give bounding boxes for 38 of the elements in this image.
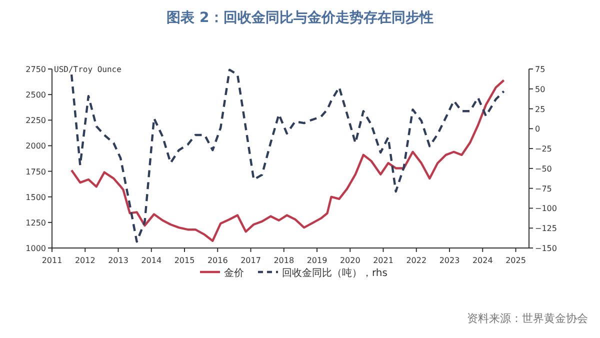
x-tick-label: 2013 [108, 256, 128, 265]
y-tick-label: 1500 [26, 192, 46, 202]
x-tick-label: 2011 [42, 256, 62, 265]
y2-tick-label: 50 [535, 84, 546, 94]
x-tick-label: 2015 [174, 256, 195, 265]
y-tick-label: 1250 [26, 218, 46, 228]
x-tick-label: 2017 [240, 256, 261, 265]
y2-tick-label: 0 [535, 124, 540, 134]
y2-tick-label: −75 [535, 184, 552, 194]
y2-tick-label: −100 [535, 204, 557, 214]
y-tick-label: 2250 [26, 116, 46, 126]
y-axis-title: USD/Troy Ounce [54, 65, 122, 74]
x-tick-label: 2023 [439, 256, 460, 265]
x-tick-label: 2020 [340, 256, 360, 265]
x-tick-label: 2024 [472, 256, 493, 265]
x-tick-label: 2019 [306, 256, 328, 265]
y2-tick-label: 25 [535, 104, 546, 114]
x-tick-label: 2016 [207, 256, 228, 265]
x-tick-label: 2018 [274, 256, 294, 265]
x-tick-label: 2025 [506, 256, 526, 265]
y-tick-label: 2000 [26, 142, 46, 151]
x-tick-label: 2012 [74, 256, 96, 265]
y2-tick-label: −125 [535, 224, 557, 234]
legend-label: 金价 [224, 267, 244, 279]
y-tick-label: 1750 [26, 167, 46, 176]
y2-tick-label: 75 [535, 65, 546, 74]
legend-label: 回收金同比（吨），rhs [282, 267, 388, 279]
y-tick-label: 1000 [26, 244, 46, 253]
x-tick-label: 2014 [141, 256, 162, 265]
y-tick-label: 2500 [26, 90, 46, 100]
chart-title: 图表 2：回收金同比与金价走势存在同步性 [166, 10, 434, 26]
x-tick-label: 2021 [373, 256, 394, 265]
y2-tick-label: −150 [535, 244, 557, 253]
y2-tick-label: −25 [535, 144, 552, 154]
x-tick-label: 2022 [406, 256, 427, 265]
y2-tick-label: −50 [535, 164, 552, 174]
text: 资料来源：世界黄金协会 [467, 312, 588, 325]
y-tick-label: 2750 [26, 65, 46, 74]
